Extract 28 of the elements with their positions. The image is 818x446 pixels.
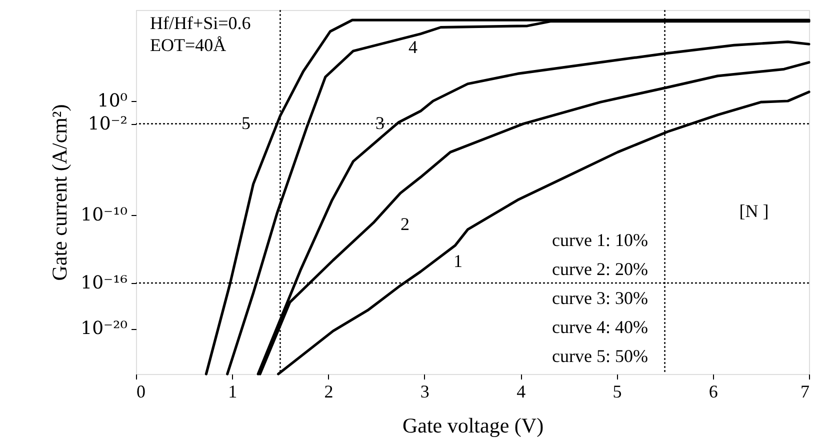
y-tick-label: 10⁰ (97, 90, 128, 112)
x-axis-title: Gate voltage (V) (402, 414, 544, 438)
x-tick-label: 3 (420, 382, 430, 402)
x-tick-label: 5 (612, 382, 622, 402)
annotation: 5 (242, 113, 250, 133)
annotation: 4 (408, 37, 418, 57)
x-tick-label: 4 (516, 382, 526, 402)
annotation: curve 2: 20% (552, 259, 648, 279)
annotation: curve 1: 10% (552, 230, 648, 250)
y-tick-label: 10⁻¹⁰ (80, 204, 128, 226)
x-tick-label: 2 (324, 382, 334, 402)
y-tick-label: 10⁻² (88, 113, 128, 134)
annotation: curve 5: 50% (552, 346, 648, 366)
annotation: 1 (454, 251, 462, 271)
annotation: EOT=40Å (150, 35, 226, 55)
x-tick-label: 7 (800, 382, 810, 402)
x-tick-label: 0 (136, 382, 146, 402)
annotation: curve 4: 40% (552, 317, 648, 337)
y-tick-label: 10⁻¹⁶ (80, 272, 128, 294)
annotation: 2 (400, 214, 410, 234)
y-axis-title: Gate current (A/cm²) (48, 104, 72, 281)
x-tick-label: 6 (708, 382, 718, 402)
annotation: Hf/Hf+Si=0.6 (150, 13, 251, 33)
annotation: 3 (376, 113, 384, 133)
y-tick-label: 10⁻²⁰ (80, 318, 128, 339)
annotation: curve 3: 30% (552, 288, 648, 308)
annotation: [N ] (739, 201, 769, 221)
x-tick-label: 1 (228, 382, 238, 402)
